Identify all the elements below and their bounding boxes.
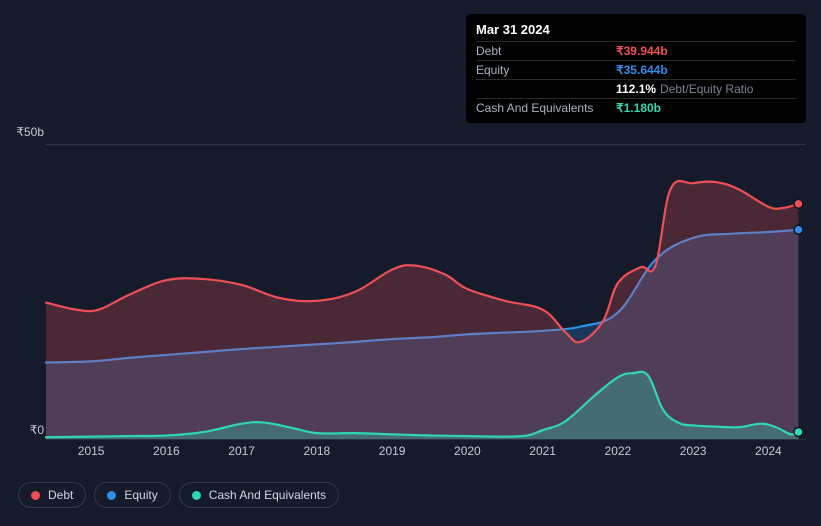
x-axis-label: 2022	[605, 444, 632, 458]
legend-item-equity[interactable]: Equity	[94, 482, 170, 508]
tooltip-row-label: Equity	[476, 63, 616, 77]
x-axis-label: 2024	[755, 444, 782, 458]
legend-label: Cash And Equivalents	[209, 488, 326, 502]
legend-item-cash[interactable]: Cash And Equivalents	[179, 482, 339, 508]
chart-plot	[46, 144, 806, 440]
x-axis-label: 2016	[153, 444, 180, 458]
marker-cash	[794, 427, 803, 436]
legend: Debt Equity Cash And Equivalents	[18, 482, 339, 508]
legend-label: Debt	[48, 488, 73, 502]
marker-equity	[794, 225, 803, 234]
tooltip-row-value: ₹39.944b	[616, 44, 668, 58]
y-axis-label: ₹50b	[16, 125, 44, 139]
tooltip-row-label: Debt	[476, 44, 616, 58]
area-debt	[46, 181, 798, 439]
tooltip-panel: Mar 31 2024 Debt₹39.944bEquity₹35.644b11…	[466, 14, 806, 123]
tooltip-row-value: ₹1.180b	[616, 101, 661, 115]
x-axis: 2015 2016 2017 2018 2019 2020 2021 2022 2023 2024	[46, 444, 806, 464]
x-axis-label: 2018	[304, 444, 331, 458]
legend-dot-icon	[107, 491, 116, 500]
legend-item-debt[interactable]: Debt	[18, 482, 86, 508]
x-axis-label: 2017	[228, 444, 255, 458]
x-axis-label: 2020	[454, 444, 481, 458]
tooltip-row-label: Cash And Equivalents	[476, 101, 616, 115]
legend-label: Equity	[124, 488, 157, 502]
x-axis-label: 2023	[680, 444, 707, 458]
legend-dot-icon	[31, 491, 40, 500]
tooltip-title: Mar 31 2024	[476, 20, 796, 41]
tooltip-row: Cash And Equivalents₹1.180b	[476, 98, 796, 117]
tooltip-row: 112.1% Debt/Equity Ratio	[476, 79, 796, 98]
tooltip-row-value: 112.1%	[616, 82, 656, 96]
legend-dot-icon	[192, 491, 201, 500]
y-axis: ₹50b ₹0	[0, 0, 46, 440]
x-axis-label: 2015	[78, 444, 105, 458]
chart-svg	[46, 145, 806, 439]
y-axis-label: ₹0	[30, 423, 44, 437]
tooltip-row-suffix: Debt/Equity Ratio	[660, 82, 753, 96]
tooltip-row: Equity₹35.644b	[476, 60, 796, 79]
tooltip-row-value: ₹35.644b	[616, 63, 668, 77]
x-axis-label: 2021	[529, 444, 556, 458]
marker-debt	[794, 199, 803, 208]
tooltip-row: Debt₹39.944b	[476, 41, 796, 60]
x-axis-label: 2019	[379, 444, 406, 458]
